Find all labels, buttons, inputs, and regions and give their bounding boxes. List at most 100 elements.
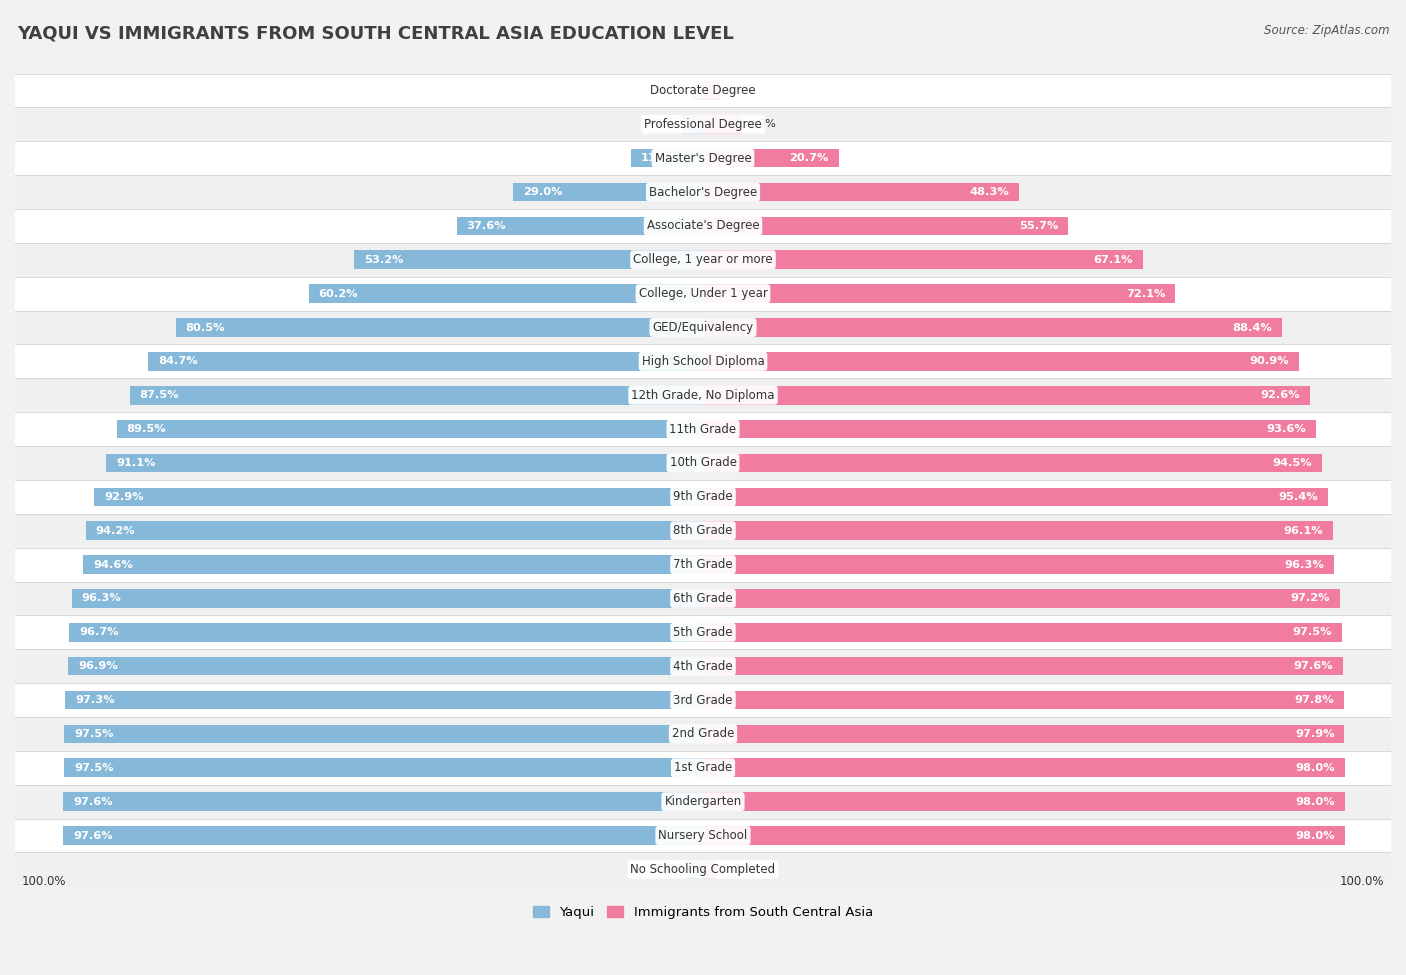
Bar xyxy=(703,318,1282,336)
Text: College, Under 1 year: College, Under 1 year xyxy=(638,287,768,300)
Bar xyxy=(703,81,720,99)
Text: 100.0%: 100.0% xyxy=(1340,875,1385,888)
Bar xyxy=(703,522,1333,540)
Text: 11.0%: 11.0% xyxy=(641,153,681,163)
Bar xyxy=(682,115,703,134)
Bar xyxy=(703,352,1299,370)
Bar xyxy=(15,277,1391,311)
Text: 97.3%: 97.3% xyxy=(76,695,115,705)
Bar xyxy=(15,209,1391,243)
Text: 12th Grade, No Diploma: 12th Grade, No Diploma xyxy=(631,389,775,402)
Text: 95.4%: 95.4% xyxy=(1278,491,1319,502)
Text: 98.0%: 98.0% xyxy=(1296,831,1336,840)
Bar xyxy=(15,480,1391,514)
Bar xyxy=(83,555,703,574)
Bar xyxy=(15,683,1391,717)
Text: Kindergarten: Kindergarten xyxy=(665,796,741,808)
Text: 91.1%: 91.1% xyxy=(115,458,156,468)
Bar xyxy=(15,581,1391,615)
Text: 2.6%: 2.6% xyxy=(725,86,754,96)
Text: 6th Grade: 6th Grade xyxy=(673,592,733,604)
Text: Source: ZipAtlas.com: Source: ZipAtlas.com xyxy=(1264,24,1389,37)
Text: 2.4%: 2.4% xyxy=(654,865,682,875)
Bar xyxy=(15,107,1391,141)
Bar xyxy=(15,446,1391,480)
Bar xyxy=(15,717,1391,751)
Bar xyxy=(69,623,703,642)
Bar xyxy=(15,819,1391,852)
Bar xyxy=(15,378,1391,412)
Bar xyxy=(176,318,703,336)
Text: Master's Degree: Master's Degree xyxy=(655,152,751,165)
Text: 97.2%: 97.2% xyxy=(1291,594,1330,604)
Text: 3rd Grade: 3rd Grade xyxy=(673,693,733,707)
Text: 80.5%: 80.5% xyxy=(186,323,225,332)
Bar xyxy=(703,251,1143,269)
Text: 94.2%: 94.2% xyxy=(96,526,135,535)
Bar xyxy=(703,657,1343,676)
Text: 96.1%: 96.1% xyxy=(1284,526,1323,535)
Text: 87.5%: 87.5% xyxy=(139,390,179,400)
Text: 97.6%: 97.6% xyxy=(73,797,112,806)
Text: No Schooling Completed: No Schooling Completed xyxy=(630,863,776,876)
Bar xyxy=(703,589,1340,607)
Bar xyxy=(15,514,1391,548)
Text: 9th Grade: 9th Grade xyxy=(673,490,733,503)
Text: 97.8%: 97.8% xyxy=(1295,695,1334,705)
Bar xyxy=(703,623,1341,642)
Text: 97.6%: 97.6% xyxy=(73,831,112,840)
Bar xyxy=(703,793,1346,811)
Bar xyxy=(703,724,1344,743)
Bar xyxy=(693,81,703,99)
Text: 3.2%: 3.2% xyxy=(648,119,676,130)
Bar xyxy=(703,216,1069,235)
Bar xyxy=(703,453,1322,472)
Bar xyxy=(703,690,1344,710)
Text: 96.3%: 96.3% xyxy=(1285,560,1324,569)
Text: 8th Grade: 8th Grade xyxy=(673,525,733,537)
Bar xyxy=(129,386,703,405)
Text: 96.7%: 96.7% xyxy=(79,627,120,638)
Text: 67.1%: 67.1% xyxy=(1094,254,1133,265)
Bar xyxy=(703,182,1019,202)
Text: GED/Equivalency: GED/Equivalency xyxy=(652,321,754,334)
Text: 92.9%: 92.9% xyxy=(104,491,143,502)
Text: 94.6%: 94.6% xyxy=(93,560,132,569)
Bar xyxy=(703,860,716,878)
Bar xyxy=(703,488,1329,506)
Text: 97.5%: 97.5% xyxy=(75,762,114,773)
Bar xyxy=(703,115,741,134)
Bar xyxy=(66,690,703,710)
Text: Bachelor's Degree: Bachelor's Degree xyxy=(650,185,756,199)
Bar xyxy=(94,488,703,506)
Text: 60.2%: 60.2% xyxy=(318,289,359,298)
Text: 97.5%: 97.5% xyxy=(75,729,114,739)
Bar xyxy=(703,826,1346,844)
Bar xyxy=(354,251,703,269)
Bar xyxy=(631,149,703,168)
Text: 92.6%: 92.6% xyxy=(1260,390,1301,400)
Text: Associate's Degree: Associate's Degree xyxy=(647,219,759,232)
Text: YAQUI VS IMMIGRANTS FROM SOUTH CENTRAL ASIA EDUCATION LEVEL: YAQUI VS IMMIGRANTS FROM SOUTH CENTRAL A… xyxy=(17,24,734,42)
Bar xyxy=(67,657,703,676)
Text: 93.6%: 93.6% xyxy=(1267,424,1306,434)
Text: 48.3%: 48.3% xyxy=(970,187,1010,197)
Text: 98.0%: 98.0% xyxy=(1296,762,1336,773)
Bar xyxy=(65,724,703,743)
Bar xyxy=(15,344,1391,378)
Bar xyxy=(15,785,1391,819)
Bar xyxy=(15,311,1391,344)
Text: 5th Grade: 5th Grade xyxy=(673,626,733,639)
Bar xyxy=(703,759,1346,777)
Text: 29.0%: 29.0% xyxy=(523,187,562,197)
Bar xyxy=(15,852,1391,886)
Bar xyxy=(513,182,703,202)
Bar xyxy=(15,176,1391,209)
Text: 90.9%: 90.9% xyxy=(1249,357,1289,367)
Bar xyxy=(15,649,1391,683)
Text: Nursery School: Nursery School xyxy=(658,829,748,842)
Bar xyxy=(72,589,703,607)
Text: 89.5%: 89.5% xyxy=(127,424,166,434)
Bar xyxy=(63,826,703,844)
Text: Doctorate Degree: Doctorate Degree xyxy=(650,84,756,97)
